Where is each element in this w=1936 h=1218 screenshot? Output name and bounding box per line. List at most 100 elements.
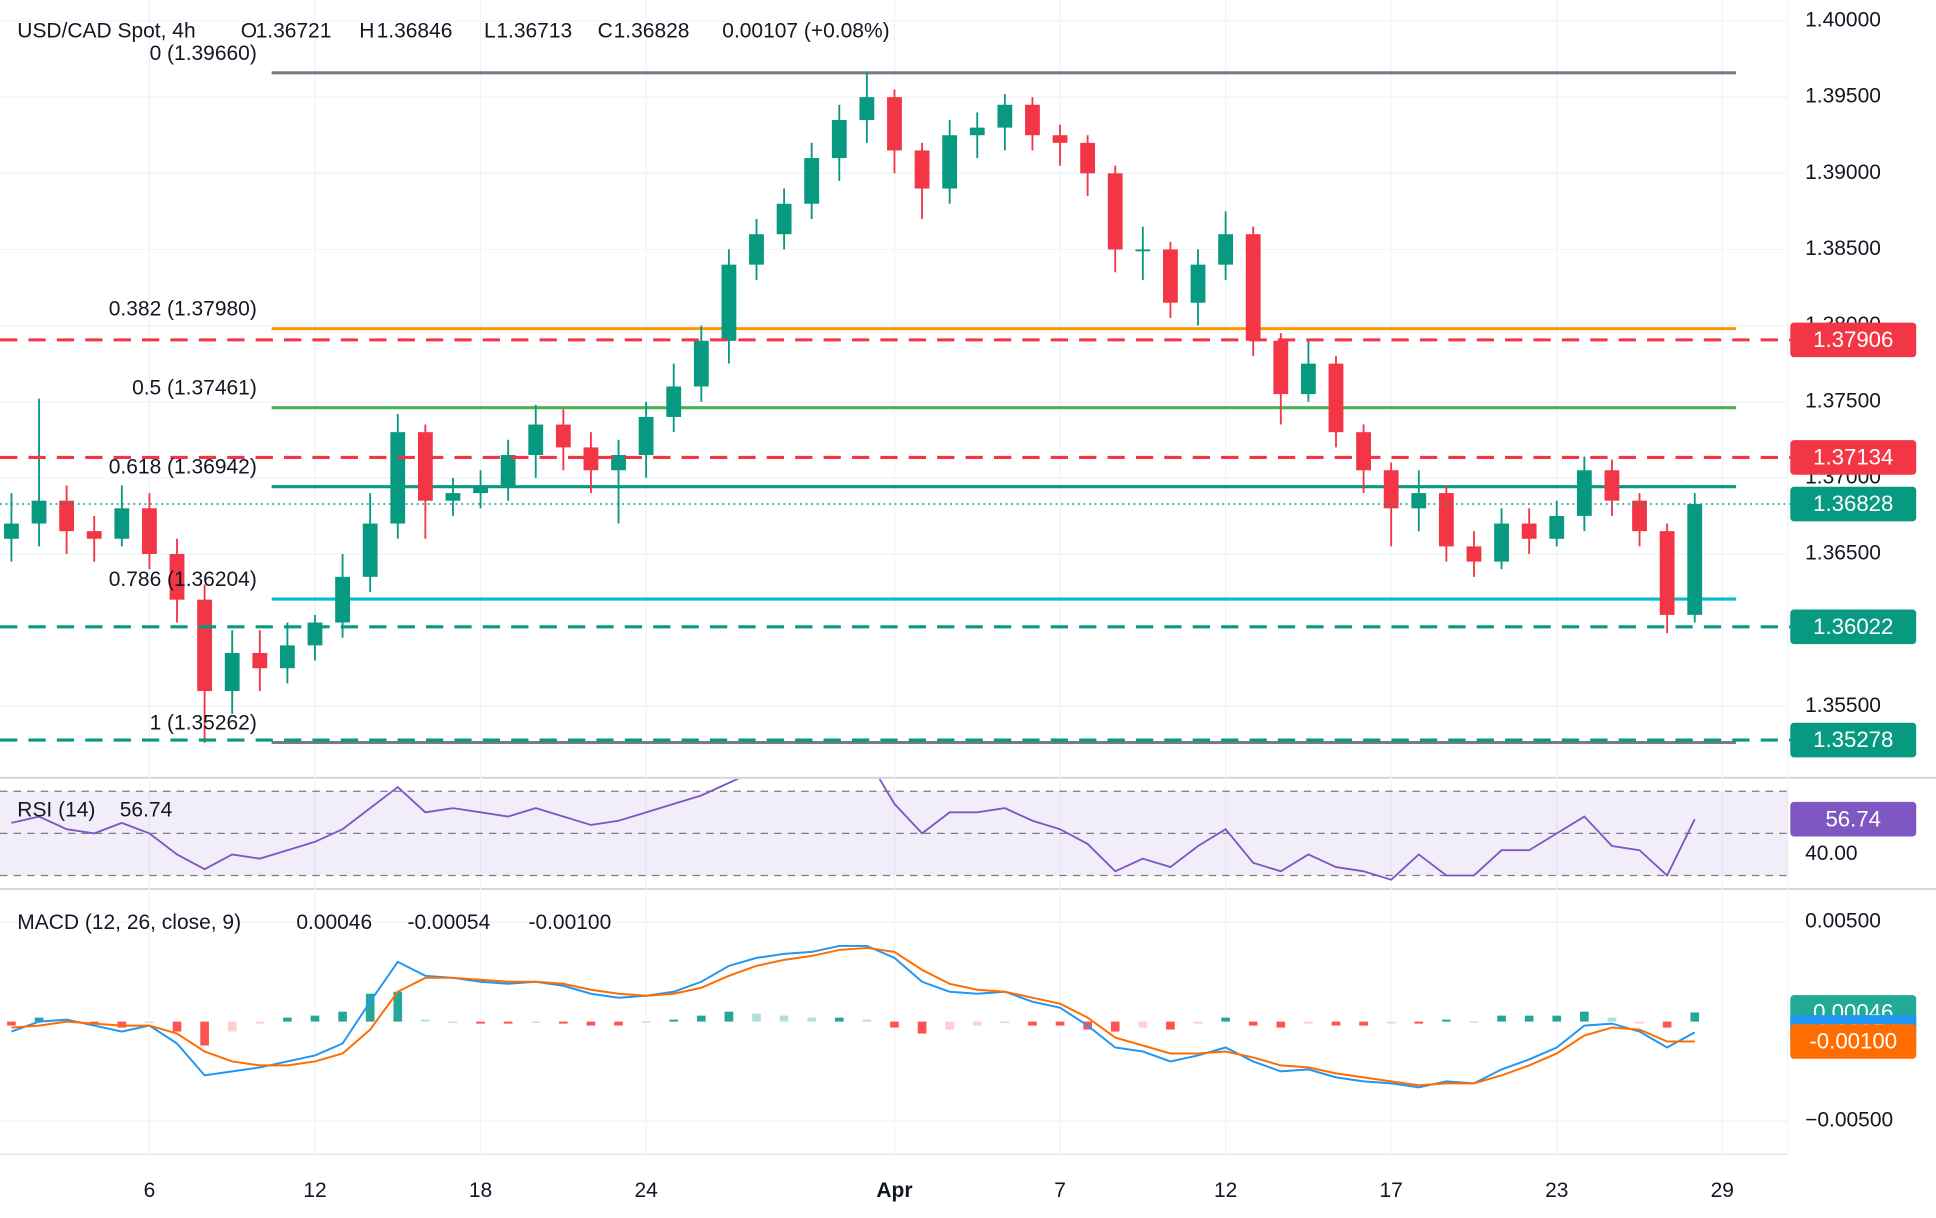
- candle-body: [114, 508, 130, 539]
- histogram-bar: [559, 1021, 568, 1024]
- y-tick-label: 1.37500: [1805, 389, 1881, 412]
- histogram-bar: [972, 1021, 982, 1026]
- candle-body: [390, 432, 406, 524]
- histogram-bar: [531, 1021, 541, 1023]
- ohlc-key: L: [484, 20, 496, 43]
- rsi-tag: 56.74: [1825, 806, 1881, 831]
- histogram-bar: [1469, 1021, 1479, 1023]
- candle-body: [1163, 249, 1178, 303]
- histogram-bar: [448, 1021, 458, 1023]
- fib-label: 0.786 (1.36204): [109, 568, 257, 591]
- histogram-bar: [1110, 1021, 1120, 1032]
- histogram-bar: [200, 1021, 209, 1046]
- y-tick-label: 1.38500: [1805, 237, 1881, 260]
- histogram-bar: [1248, 1021, 1258, 1026]
- candle-body: [59, 500, 75, 532]
- y-tick-label: 1.39500: [1805, 85, 1881, 108]
- macd-tag-bg: [1790, 1024, 1917, 1059]
- histogram-bar: [393, 991, 403, 1022]
- histogram-bar: [255, 1021, 265, 1024]
- last-price-tag-bg: [1790, 486, 1917, 522]
- histogram-bar: [89, 1021, 99, 1024]
- ohlc-value: 1.36713: [496, 20, 572, 43]
- legend-value: -0.00054: [407, 911, 490, 934]
- y-tick-label: −0.00500: [1805, 1109, 1893, 1132]
- candle-body: [500, 455, 516, 486]
- histogram-bar: [1607, 1017, 1617, 1022]
- histogram-bar: [1690, 1012, 1700, 1022]
- x-tick-label: 12: [303, 1179, 326, 1202]
- candle-body: [1576, 470, 1592, 516]
- candle-body: [638, 416, 654, 456]
- rsi-title: RSI (14): [17, 799, 95, 822]
- rsi-value: 56.74: [120, 799, 173, 822]
- histogram-bar: [779, 1015, 789, 1022]
- x-tick-label: Apr: [876, 1179, 912, 1202]
- legend-value: 0.00046: [296, 911, 372, 934]
- candle-body: [1466, 546, 1482, 562]
- rsi-pane: [0, 779, 1788, 881]
- rsi-line: [11, 779, 1696, 881]
- candle-body: [279, 645, 295, 669]
- x-tick-label: 18: [469, 1179, 492, 1202]
- histogram-bar: [1000, 1021, 1010, 1023]
- price-line-tag: 1.37906: [1813, 327, 1893, 352]
- candle-body: [1218, 234, 1234, 265]
- fib-label: 0 (1.39660): [150, 42, 257, 65]
- macd-tag: -0.00100: [1809, 1029, 1897, 1054]
- candle-body: [914, 150, 930, 189]
- macd-line: [11, 946, 1695, 1087]
- histogram-bar: [34, 1017, 44, 1022]
- candle-body: [1190, 264, 1206, 303]
- candle-body: [1494, 523, 1509, 562]
- candle-body: [859, 97, 875, 120]
- histogram-bar: [283, 1017, 292, 1022]
- candle-body: [528, 424, 544, 456]
- candle-body: [555, 424, 571, 448]
- x-tick-label: 6: [144, 1179, 156, 1202]
- histogram-bar: [476, 1021, 485, 1024]
- price-line-tag: 1.37134: [1813, 445, 1893, 470]
- price-pane: [4, 71, 1736, 745]
- candle-body: [1383, 470, 1399, 509]
- ohlc-value: 1.36721: [256, 20, 332, 43]
- histogram-bar: [1386, 1021, 1396, 1024]
- fib-label: 0.382 (1.37980): [109, 298, 257, 321]
- candle-body: [611, 455, 626, 471]
- histogram-bar: [1166, 1021, 1175, 1030]
- histogram-bar: [1580, 1011, 1589, 1022]
- marks: [0, 71, 1791, 1089]
- histogram-bar: [586, 1021, 596, 1026]
- y-tick-label: 40.00: [1805, 842, 1857, 865]
- candle-body: [1687, 504, 1703, 615]
- fib-label: 0.618 (1.36942): [109, 456, 257, 479]
- histogram-bar: [1028, 1021, 1037, 1026]
- histogram-bar: [696, 1015, 706, 1022]
- price-line-tag-bg: [1790, 609, 1917, 645]
- histogram-bar: [945, 1021, 954, 1030]
- histogram-bar: [172, 1021, 182, 1032]
- labels: 6 12 18 24 Apr 7 12 17 23 29 1.40000 1.39500 1.39000…: [17, 9, 1917, 1202]
- chart-title: USD/CAD Spot, 4h: [17, 20, 195, 43]
- y-tick-label: 1.36500: [1805, 542, 1881, 565]
- macd-title: MACD (12, 26, close, 9): [17, 911, 241, 934]
- candle-body: [1521, 523, 1537, 539]
- candle-body: [473, 485, 488, 494]
- histogram-bar: [1193, 1021, 1203, 1024]
- x-tick-label: 29: [1711, 1179, 1734, 1202]
- candle-body: [997, 104, 1013, 128]
- candle-body: [776, 203, 792, 235]
- histogram-bar: [1359, 1021, 1368, 1026]
- macd-line: [11, 944, 1696, 1089]
- candle-body: [445, 493, 461, 501]
- x-tick-label: 24: [634, 1179, 658, 1202]
- price-line-tag-bg: [1790, 322, 1917, 358]
- price-line-tag: 1.35278: [1813, 727, 1893, 752]
- grid: [0, 0, 1788, 1155]
- candle-body: [1328, 363, 1344, 433]
- histogram-bar: [669, 1019, 679, 1022]
- candle-body: [417, 432, 433, 501]
- histogram-bar: [1331, 1021, 1341, 1026]
- histogram-bar: [365, 993, 375, 1022]
